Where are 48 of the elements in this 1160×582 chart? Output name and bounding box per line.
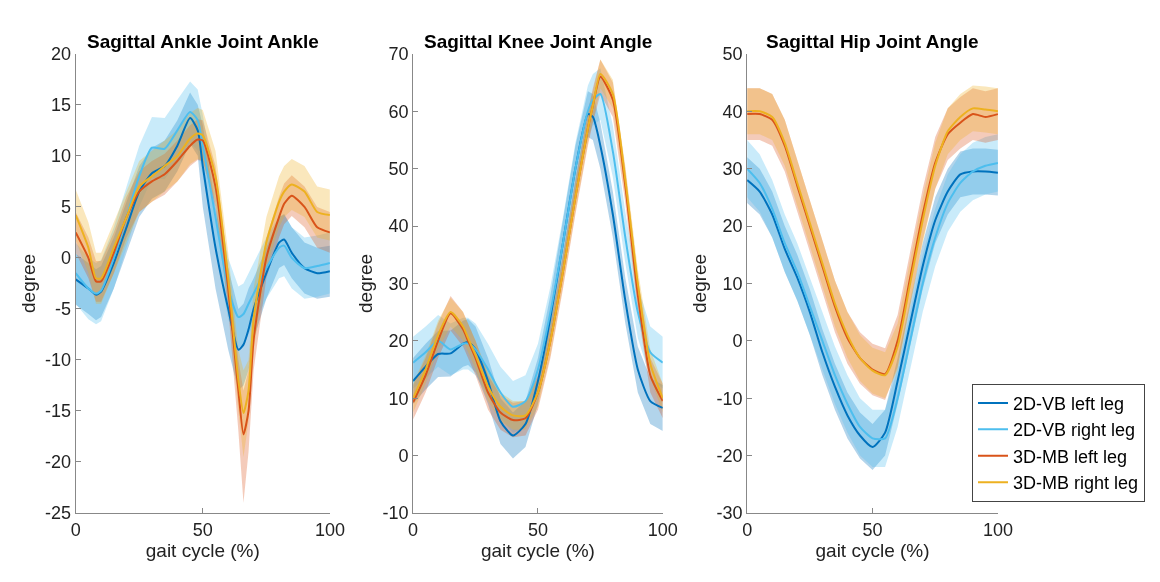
y-tick-label: -20: [716, 445, 743, 466]
x-tick-label: 100: [982, 519, 1013, 540]
y-tick-label: 70: [388, 44, 409, 65]
y-axis-title: degree: [355, 253, 377, 313]
legend-label: 2D-VB left leg: [1013, 393, 1125, 414]
y-tick-label: 10: [388, 388, 409, 409]
y-tick-label: 20: [388, 331, 409, 352]
y-tick-label: 40: [722, 101, 743, 122]
y-tick-label: 5: [61, 197, 72, 218]
y-tick-label: -15: [45, 401, 72, 422]
y-tick-label: -20: [45, 452, 72, 473]
y-tick-label: -10: [382, 503, 409, 524]
y-tick-label: -25: [45, 503, 72, 524]
y-tick-label: 10: [51, 146, 72, 167]
y-tick-label: 0: [61, 248, 72, 269]
y-tick-label: 60: [388, 101, 409, 122]
x-tick-label: 100: [314, 519, 345, 540]
y-tick-label: 10: [722, 273, 743, 294]
legend-label: 2D-VB right leg: [1013, 420, 1136, 441]
x-axis-title: gait cycle (%): [145, 539, 260, 561]
y-tick-label: 0: [398, 445, 409, 466]
y-axis-title: degree: [689, 253, 711, 313]
y-tick-label: 15: [51, 95, 72, 116]
y-tick-label: 50: [722, 44, 743, 65]
x-tick-label: 50: [527, 519, 548, 540]
y-tick-label: 40: [388, 216, 409, 237]
y-tick-label: -10: [45, 350, 72, 371]
y-tick-label: 50: [388, 158, 409, 179]
x-axis-title: gait cycle (%): [815, 539, 930, 561]
x-tick-label: 50: [192, 519, 213, 540]
legend-label: 3D-MB left leg: [1013, 446, 1128, 467]
legend-label: 3D-MB right leg: [1013, 473, 1139, 494]
y-tick-label: -30: [716, 503, 743, 524]
chart-title: Sagittal Knee Joint Angle: [424, 31, 653, 52]
y-tick-label: 20: [722, 216, 743, 237]
y-tick-label: -5: [55, 299, 72, 320]
y-tick-label: 30: [722, 158, 743, 179]
x-axis-title: gait cycle (%): [480, 539, 595, 561]
y-tick-label: 20: [51, 44, 72, 65]
x-tick-label: 50: [862, 519, 883, 540]
chart-title: Sagittal Ankle Joint Ankle: [87, 31, 319, 52]
y-axis-title: degree: [17, 253, 39, 313]
y-tick-label: -10: [716, 388, 743, 409]
line-series: [75, 111, 330, 319]
y-tick-label: 0: [732, 331, 743, 352]
chart-title: Sagittal Hip Joint Angle: [766, 31, 979, 52]
y-tick-label: 30: [388, 273, 409, 294]
x-tick-label: 100: [647, 519, 678, 540]
